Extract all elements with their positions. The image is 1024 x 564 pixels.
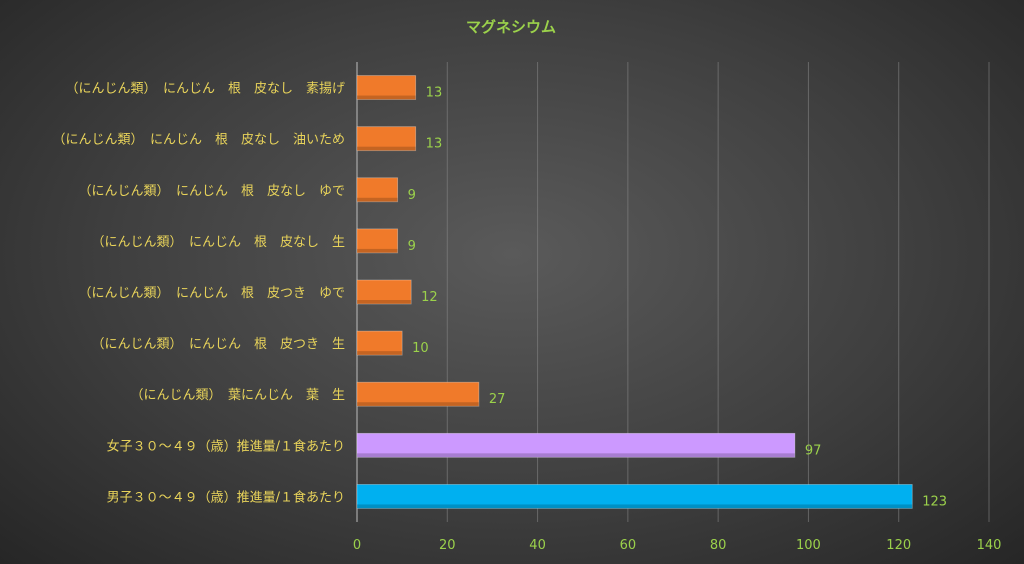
x-tick-label: 20	[439, 538, 456, 553]
x-tick-label: 140	[977, 538, 1002, 553]
bar	[356, 381, 480, 407]
category-label: （にんじん類） にんじん 根 皮なし 生	[91, 235, 345, 250]
bars	[356, 75, 913, 509]
bar-shade	[357, 248, 398, 253]
bar	[356, 432, 796, 458]
category-label: （にんじん類） にんじん 根 皮つき 生	[91, 337, 345, 352]
data-label: 27	[489, 392, 506, 407]
category-label: 女子３０～４９（歳）推進量/１食あたり	[107, 438, 345, 454]
category-label: （にんじん類） にんじん 根 皮つき ゆで	[78, 286, 345, 301]
x-tick-label: 60	[620, 538, 637, 553]
bar	[356, 279, 412, 305]
x-tick-label: 80	[710, 538, 727, 553]
bar-shade	[357, 453, 795, 458]
data-label: 97	[805, 443, 822, 458]
bar-shade	[357, 300, 412, 304]
x-tick-label: 100	[796, 538, 821, 553]
bar	[356, 228, 399, 254]
bar-shade	[357, 351, 403, 356]
category-label: 男子３０～４９（歳）推進量/１食あたり	[107, 489, 345, 505]
data-label: 9	[408, 239, 416, 254]
bar	[356, 484, 913, 509]
data-label: 12	[421, 290, 438, 305]
labels: 0 20 40 60 80 100 120 140 （にんじん類） にんじん 根 皮なし 素揚げ…	[52, 81, 1001, 553]
chart-title: マグネシウム	[466, 18, 556, 36]
data-label: 10	[412, 341, 429, 356]
data-label: 9	[408, 188, 416, 203]
data-label: 13	[426, 137, 443, 152]
bar-shade	[357, 402, 479, 407]
bar-shade	[357, 504, 913, 509]
x-tick-label: 40	[529, 538, 546, 553]
bar	[356, 330, 403, 356]
bar	[356, 177, 399, 203]
category-label: （にんじん類） にんじん 根 皮なし 油いため	[52, 133, 345, 148]
data-label: 123	[922, 494, 947, 509]
bar-shade	[357, 146, 416, 151]
bar	[356, 75, 417, 100]
bar-shade	[357, 95, 416, 100]
gridlines	[356, 62, 990, 522]
category-label: （にんじん類） にんじん 根 皮なし 素揚げ	[65, 81, 345, 97]
bar	[356, 126, 417, 152]
category-label: （にんじん類） 葉にんじん 葉 生	[130, 388, 345, 403]
bar-shade	[357, 197, 398, 202]
x-tick-label: 120	[886, 538, 911, 553]
x-tick-label: 0	[353, 538, 361, 553]
category-label: （にんじん類） にんじん 根 皮なし ゆで	[78, 184, 345, 199]
data-label: 13	[426, 86, 443, 101]
